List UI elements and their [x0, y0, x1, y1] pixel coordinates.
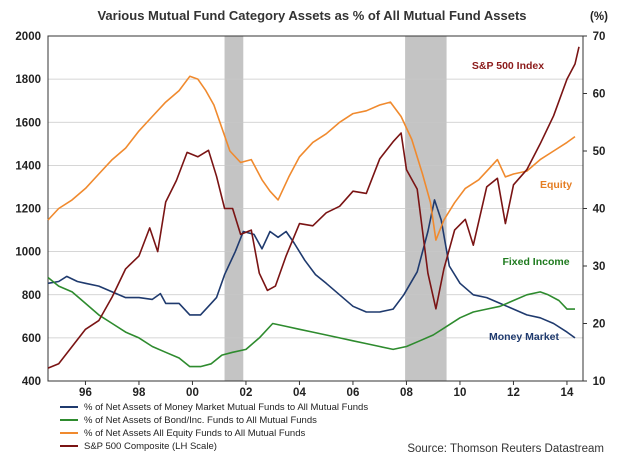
- x-axis: 96 98 00 02 04 06 08 10 12 14: [79, 381, 574, 399]
- legend-money-market: % of Net Assets of Money Market Mutual F…: [84, 402, 368, 413]
- money-market-annotation: Money Market: [489, 331, 560, 343]
- sp500-line: [47, 46, 580, 369]
- right-tick-70: 70: [593, 31, 606, 43]
- right-tick-20: 20: [593, 319, 606, 331]
- chart-title: Various Mutual Fund Category Assets as %…: [97, 8, 526, 23]
- legend: % of Net Assets of Money Market Mutual F…: [60, 402, 368, 452]
- right-tick-10: 10: [593, 376, 606, 388]
- right-tick-60: 60: [593, 89, 606, 101]
- x-tick-96: 96: [79, 387, 92, 399]
- x-tick-12: 12: [507, 387, 520, 399]
- fixed-income-line: [47, 276, 575, 368]
- right-axis-unit: (%): [590, 11, 608, 23]
- legend-fixed-income: % of Net Assets of Bond/Inc. Funds to Al…: [84, 415, 317, 426]
- source-note: Source: Thomson Reuters Datastream: [407, 443, 604, 455]
- right-tick-50: 50: [593, 146, 606, 158]
- left-tick-400: 400: [22, 376, 41, 388]
- equity-annotation: Equity: [540, 179, 572, 191]
- legend-equity: % of Net Assets All Equity Funds to All …: [84, 428, 305, 439]
- left-axis: 400 600 800 1000 1200 1400 1600 1800 2000: [15, 31, 41, 388]
- x-tick-14: 14: [561, 387, 574, 399]
- x-tick-02: 02: [240, 387, 253, 399]
- left-tick-800: 800: [22, 290, 41, 302]
- left-tick-1400: 1400: [15, 160, 41, 172]
- x-tick-98: 98: [133, 387, 146, 399]
- x-tick-10: 10: [454, 387, 467, 399]
- left-tick-1000: 1000: [15, 247, 41, 259]
- left-tick-600: 600: [22, 333, 41, 345]
- left-tick-1800: 1800: [15, 74, 41, 86]
- series-lines: [47, 46, 580, 369]
- left-tick-1600: 1600: [15, 117, 41, 129]
- gridlines: [48, 78, 583, 339]
- left-tick-2000: 2000: [15, 31, 41, 43]
- left-tick-1200: 1200: [15, 204, 41, 216]
- right-axis: 10 20 30 40 50 60 70: [583, 31, 605, 388]
- x-tick-06: 06: [347, 387, 360, 399]
- money-market-line: [47, 199, 576, 339]
- legend-sp500: S&P 500 Composite (LH Scale): [84, 441, 217, 452]
- right-tick-30: 30: [593, 261, 606, 273]
- equity-line: [47, 75, 576, 241]
- x-tick-04: 04: [293, 387, 306, 399]
- x-tick-08: 08: [400, 387, 413, 399]
- fixed-income-annotation: Fixed Income: [502, 256, 569, 268]
- x-tick-00: 00: [186, 387, 199, 399]
- sp500-annotation: S&P 500 Index: [472, 60, 544, 72]
- right-tick-40: 40: [593, 204, 606, 216]
